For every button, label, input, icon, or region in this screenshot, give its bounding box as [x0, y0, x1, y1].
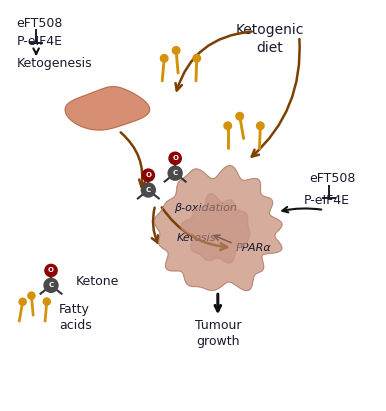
- Circle shape: [142, 169, 154, 181]
- Circle shape: [169, 152, 181, 164]
- Circle shape: [19, 298, 26, 305]
- Text: Ketogenesis: Ketogenesis: [16, 57, 92, 69]
- Polygon shape: [181, 194, 250, 263]
- Text: O: O: [48, 268, 54, 273]
- Text: Fatty
acids: Fatty acids: [59, 302, 92, 332]
- Polygon shape: [65, 87, 150, 130]
- Circle shape: [28, 292, 35, 299]
- Text: eFT508: eFT508: [309, 172, 356, 185]
- Circle shape: [45, 264, 57, 277]
- Circle shape: [161, 55, 168, 62]
- Circle shape: [193, 55, 201, 62]
- Text: O: O: [145, 172, 151, 178]
- Circle shape: [141, 183, 155, 197]
- Text: Ketosis: Ketosis: [176, 233, 216, 243]
- Text: eFT508: eFT508: [16, 17, 63, 30]
- Circle shape: [257, 122, 264, 129]
- Circle shape: [236, 113, 244, 120]
- Text: PPARα: PPARα: [236, 242, 271, 253]
- Circle shape: [224, 122, 232, 129]
- Text: Ketogenic
diet: Ketogenic diet: [235, 23, 304, 55]
- Text: P-eIF4E: P-eIF4E: [16, 35, 62, 48]
- Circle shape: [173, 46, 180, 54]
- Text: Ketone: Ketone: [76, 275, 119, 288]
- Text: C: C: [146, 187, 151, 193]
- Text: C: C: [49, 282, 54, 289]
- Text: C: C: [173, 170, 178, 176]
- Text: Tumour
growth: Tumour growth: [195, 319, 241, 348]
- Text: β-oxidation: β-oxidation: [174, 203, 237, 213]
- Circle shape: [44, 278, 58, 292]
- Circle shape: [168, 166, 182, 180]
- Circle shape: [43, 298, 50, 305]
- Text: P-eIF4E: P-eIF4E: [304, 194, 350, 207]
- Text: O: O: [172, 155, 178, 161]
- Polygon shape: [154, 166, 282, 291]
